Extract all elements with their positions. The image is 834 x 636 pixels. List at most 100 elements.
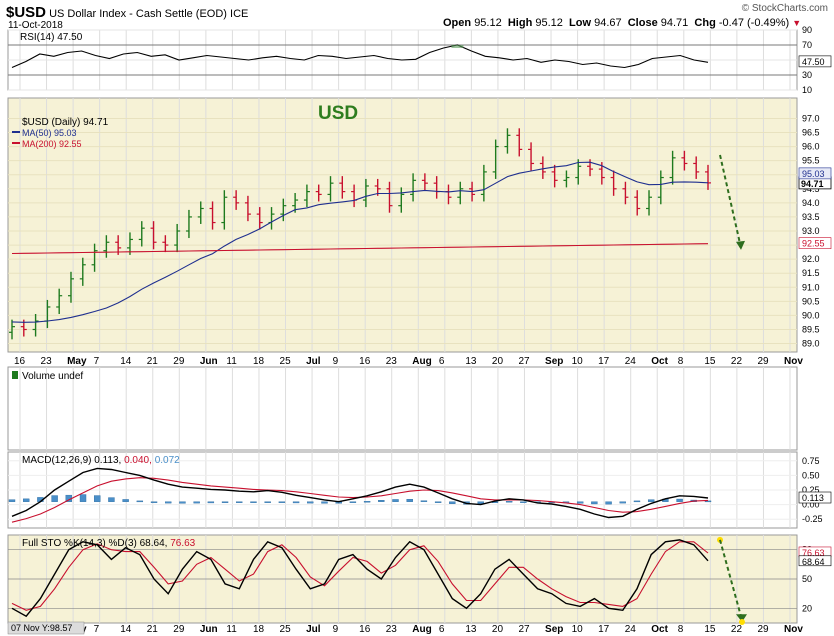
price-tick-label: 90.5 [802, 296, 820, 306]
bottom-x-tick-label: Oct [651, 624, 668, 635]
rsi-last-box [798, 55, 832, 68]
price-bar [303, 184, 310, 208]
forecast-arrow-line [719, 154, 742, 249]
ma50-last-box [798, 167, 832, 180]
price-bar [492, 139, 499, 179]
macd-last-box [798, 491, 832, 504]
x-tick-label: 7 [94, 356, 100, 367]
macd-histogram-bar [363, 501, 371, 503]
bottom-x-tick-label: 21 [147, 624, 159, 635]
price-bar [91, 243, 98, 272]
x-tick-label: 22 [731, 356, 743, 367]
price-bar [9, 319, 15, 340]
price-tick-label: 90.0 [802, 310, 820, 320]
x-tick-label: 23 [386, 356, 398, 367]
price-tick-label: 97.0 [802, 113, 820, 123]
sto-tick-label: 50 [802, 574, 812, 584]
rsi-legend: RSI(14) 47.50 [20, 32, 83, 43]
high-label: High [507, 17, 533, 29]
bottom-x-tick-label: 10 [572, 624, 584, 635]
sto-legend-part: 68.64, [140, 538, 171, 549]
x-tick-label: 16 [359, 356, 371, 367]
volume-legend: Volume undef [22, 371, 83, 382]
macd-tick-label: -0.25 [802, 514, 823, 524]
x-tick-label: 10 [572, 356, 584, 367]
macd-histogram-bar [193, 501, 200, 504]
status-bar-bg [7, 621, 85, 635]
price-bar [150, 221, 157, 250]
bottom-x-tick-label: 7 [94, 624, 100, 635]
macd-legend: MACD(12,26,9) 0.113, 0.040, 0.072 [22, 455, 180, 466]
price-tick-label: 89.0 [802, 339, 820, 349]
x-tick-label: 13 [465, 356, 477, 367]
high-value: 95.12 [535, 17, 563, 29]
price-bar [339, 176, 346, 199]
macd-histogram-bar [349, 501, 357, 503]
macd-histogram-bar [633, 500, 641, 503]
x-tick-label: Sep [545, 356, 563, 367]
price-bar [504, 128, 511, 154]
rsi-line [11, 44, 709, 69]
x-tick-label: 24 [625, 356, 637, 367]
price-bar [209, 201, 216, 230]
price-bar [280, 198, 287, 222]
macd-histogram-bar [307, 501, 314, 504]
macd-histogram-bar [207, 501, 215, 504]
macd-histogram-bar [406, 499, 413, 502]
sto-tick-label: 20 [802, 603, 812, 613]
x-tick-label: 16 [14, 356, 26, 367]
macd-histogram-bar [136, 500, 144, 503]
x-tick-label: 17 [598, 356, 610, 367]
price-bar [174, 223, 181, 253]
volume-panel-bg [7, 366, 798, 451]
sto-forecast-arrow-head-icon [736, 614, 747, 623]
macd-histogram-bar [179, 501, 186, 504]
price-bar [516, 128, 523, 157]
price-bar [197, 201, 204, 224]
x-tick-label: 11 [226, 356, 237, 367]
macd-histogram-bar [79, 494, 87, 502]
macd-histogram-bar [619, 501, 626, 504]
x-tick-label: 9 [333, 356, 339, 367]
sto-forecast-end-dot [739, 619, 745, 626]
price-tick-label: 96.5 [802, 128, 820, 138]
price-bar [398, 187, 405, 213]
watermark: © StockCharts.com [741, 3, 828, 14]
price-bar [551, 164, 558, 188]
bottom-x-tick-label: Jul [306, 624, 321, 635]
sto-k-line [11, 539, 709, 618]
exchange-label: ICE [230, 8, 249, 20]
price-bar [480, 164, 487, 202]
macd-histogram-bar [434, 501, 442, 503]
bottom-x-tick-label: 22 [731, 624, 743, 635]
price-bar [622, 181, 629, 205]
price-bar [244, 195, 251, 222]
price-legend-main: $USD (Daily) 94.71 [22, 117, 109, 128]
ma200-line [11, 243, 709, 255]
bottom-x-tick-label: 29 [757, 624, 769, 635]
x-tick-label: 21 [147, 356, 159, 367]
sto-d-line [11, 541, 709, 611]
x-tick-label: 6 [439, 356, 445, 367]
price-bar [705, 164, 711, 190]
macd-histogram-bar [51, 495, 58, 502]
bottom-x-tick-label: Sep [545, 624, 563, 635]
price-last-label: 94.71 [801, 179, 824, 189]
sto-k-last-label: 68.64 [802, 557, 825, 567]
x-tick-label: 27 [518, 356, 530, 367]
volume-legend-swatch [12, 371, 18, 379]
price-bar [528, 142, 535, 171]
bottom-x-tick-label: 8 [678, 624, 684, 635]
chart-title: $USD US Dollar Index - Cash Settle (EOD)… [6, 4, 248, 21]
macd-histogram-bar [94, 495, 101, 502]
macd-tick-label: 0.75 [802, 456, 820, 466]
macd-legend-part: 0.113, [94, 455, 124, 466]
ohlc-readout: Open 95.12 High 95.12 Low 94.67 Close 94… [443, 17, 801, 29]
macd-histogram-bar [378, 500, 385, 502]
bottom-x-tick-label: Nov [784, 624, 803, 635]
bottom-x-tick-label: 17 [598, 624, 610, 635]
price-tick-label: 92.0 [802, 254, 820, 264]
macd-histogram-bar [420, 500, 428, 502]
